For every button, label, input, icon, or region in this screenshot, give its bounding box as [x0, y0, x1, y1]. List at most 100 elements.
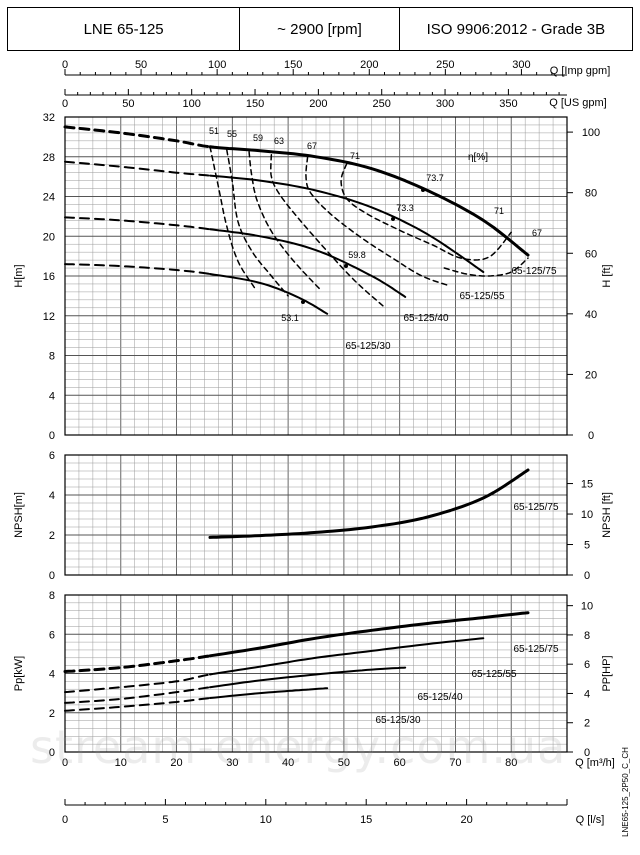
head-ytick-right: 40 — [585, 309, 597, 321]
power-ytick-right: 8 — [584, 630, 590, 642]
power-ytick-right: 4 — [584, 688, 590, 700]
efficiency-label: 63 — [274, 136, 284, 146]
us-axis-label: 0 — [62, 98, 68, 110]
imp-axis-label: 100 — [208, 59, 226, 71]
npsh-curve — [208, 468, 530, 539]
efficiency-label: 71 — [494, 206, 504, 216]
ls-axis-title: Q [l/s] — [576, 814, 605, 826]
m3h-axis-label: 40 — [282, 757, 294, 769]
title-block: LNE 65-125 ~ 2900 [rpm] ISO 9906:2012 - … — [7, 7, 633, 51]
npsh-ylabel-right: NPSH [ft] — [601, 492, 613, 538]
power-curve-65-125/55-solid — [209, 637, 485, 676]
efficiency-contour-59 — [248, 151, 323, 292]
efficiency-label: 55 — [227, 129, 237, 139]
efficiency-contour-67 — [305, 156, 451, 287]
m3h-axis-label: 50 — [338, 757, 350, 769]
npsh-ylabel: NPSH[m] — [13, 492, 25, 538]
efficiency-contour-63 — [270, 154, 384, 307]
head-ytick-right: 0 — [588, 430, 594, 442]
npsh-curve-label: 65-125/75 — [513, 502, 558, 513]
imp-axis-label: 0 — [62, 59, 68, 71]
npsh-ytick: 0 — [49, 570, 55, 582]
power-ylabel-right: PP[HP] — [601, 655, 613, 691]
efficiency-point-label: 53.1 — [281, 313, 299, 323]
head-ytick-right: 80 — [585, 188, 597, 200]
m3h-axis-title: Q [m³/h] — [575, 757, 615, 769]
imp-axis-label: 250 — [436, 59, 454, 71]
m3h-axis-label: 60 — [394, 757, 406, 769]
head-ytick-right: 100 — [582, 127, 600, 139]
bep-marker — [391, 217, 395, 221]
us-axis-label: 300 — [436, 98, 454, 110]
head-ytick: 28 — [43, 152, 55, 164]
head-curve-65-125/75-solid — [208, 145, 530, 257]
power-ytick: 4 — [49, 669, 55, 681]
head-curve-65-125/30-solid — [209, 273, 329, 315]
standard-label: ISO 9906:2012 - Grade 3B — [426, 20, 606, 38]
head-grid-frame — [64, 116, 568, 436]
head-curve-label: 65-125/40 — [403, 313, 448, 324]
m3h-axis-label: 80 — [505, 757, 517, 769]
us-axis-label: 50 — [122, 98, 134, 110]
power-grid-frame — [64, 594, 568, 753]
head-curve-65-125/30-dashed — [64, 263, 211, 275]
power-curve-65-125/75-dashed — [63, 654, 212, 673]
imp-axis-label: 50 — [135, 59, 147, 71]
efficiency-label: 71 — [350, 151, 360, 161]
efficiency-label: 59 — [253, 133, 263, 143]
head-ytick: 20 — [43, 231, 55, 243]
model-name: LNE 65-125 — [8, 8, 241, 50]
ls-axis-label: 5 — [162, 814, 168, 826]
ls-axis-label: 10 — [260, 814, 272, 826]
npsh-ytick-right: 5 — [584, 540, 590, 552]
head-ytick: 0 — [49, 430, 55, 442]
npsh-ytick-right: 10 — [581, 509, 593, 521]
bep-marker — [421, 188, 425, 192]
head-curve-65-125/55-solid — [209, 174, 485, 273]
efficiency-point-label: 59.8 — [348, 250, 366, 260]
head-curve-65-125/55-dashed — [64, 160, 211, 177]
power-curve-65-125/30-dashed — [64, 697, 211, 712]
us-axis-label: 250 — [373, 98, 391, 110]
ls-axis-label: 0 — [62, 814, 68, 826]
imp-axis-label: 200 — [360, 59, 378, 71]
power-ytick: 6 — [49, 629, 55, 641]
imp-axis-title: Q [Imp gpm] — [550, 65, 611, 77]
efficiency-contour-71 — [340, 162, 512, 261]
head-curve-65-125/40-dashed — [64, 216, 211, 231]
power-curve-65-125/75-solid — [208, 611, 530, 658]
us-axis-label: 200 — [309, 98, 327, 110]
head-curve-65-125/75-dashed — [63, 125, 212, 149]
head-ytick: 8 — [49, 351, 55, 363]
head-ytick-right: 60 — [585, 248, 597, 260]
power-ytick: 0 — [49, 747, 55, 759]
efficiency-point-label: 73.3 — [396, 203, 414, 213]
power-ytick: 2 — [49, 708, 55, 720]
ls-axis-label: 20 — [460, 814, 472, 826]
drawing-code: LNE65-125_2P50_C_CH — [621, 747, 630, 837]
power-curve-65-125/55-dashed — [64, 673, 211, 694]
power-curve-65-125/40-dashed — [64, 686, 211, 704]
head-ytick: 24 — [43, 192, 55, 204]
efficiency-contour-51 — [209, 146, 256, 289]
ls-axis-label: 15 — [360, 814, 372, 826]
head-ytick: 4 — [49, 390, 55, 402]
power-ytick-right: 2 — [584, 718, 590, 730]
efficiency-label: 67 — [532, 228, 542, 238]
m3h-axis-label: 0 — [62, 757, 68, 769]
power-ytick: 8 — [49, 590, 55, 602]
power-curve-65-125/30-solid — [209, 687, 329, 699]
m3h-axis-label: 70 — [449, 757, 461, 769]
power-ylabel: Pp[kW] — [13, 656, 25, 691]
power-ytick-right: 0 — [584, 747, 590, 759]
efficiency-label: 51 — [209, 126, 219, 136]
efficiency-axis-label: η[%] — [468, 152, 488, 163]
bep-marker — [301, 300, 305, 304]
m3h-axis-label: 20 — [170, 757, 182, 769]
power-ytick-right: 6 — [584, 659, 590, 671]
npsh-ytick: 4 — [49, 490, 55, 502]
npsh-ytick: 2 — [49, 530, 55, 542]
npsh-grid-frame — [64, 454, 568, 576]
